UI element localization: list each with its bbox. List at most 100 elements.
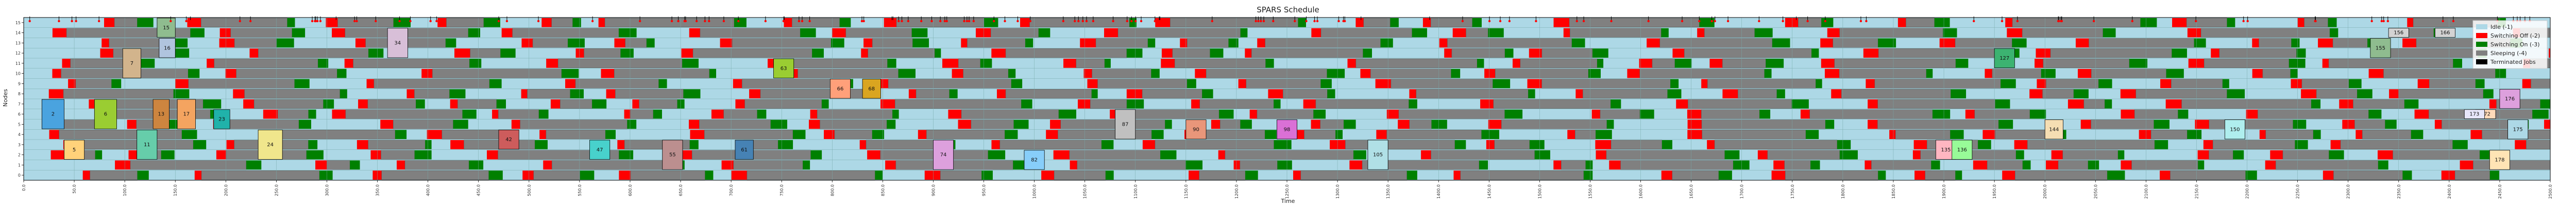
state-sleeping	[2091, 119, 2154, 129]
state-switching-off	[68, 79, 76, 89]
state-switching-off	[1104, 28, 1118, 38]
state-sleeping	[868, 48, 935, 58]
state-sleeping	[188, 79, 295, 89]
state-sleeping	[2259, 38, 2292, 48]
state-switching-off	[1191, 99, 1200, 109]
state-switching-off	[1672, 48, 1685, 58]
job-block	[122, 48, 141, 78]
job-block	[1367, 140, 1388, 170]
state-switching-off	[454, 48, 470, 58]
state-switching-on	[350, 160, 360, 170]
terminated-marker	[497, 20, 500, 23]
state-sleeping	[1409, 119, 1432, 129]
terminated-marker	[1428, 20, 1431, 23]
state-switching-off	[1527, 79, 1542, 89]
state-switching-on	[887, 59, 896, 68]
state-switching-on	[246, 160, 262, 170]
state-switching-on	[1950, 130, 1964, 139]
state-sleeping	[834, 130, 873, 140]
state-sleeping	[1265, 38, 1381, 48]
state-switching-on	[168, 119, 179, 129]
state-switching-on	[2001, 79, 2016, 89]
state-switching-off	[2195, 119, 2209, 129]
state-switching-off	[1647, 38, 1660, 48]
state-switching-off	[1591, 109, 1600, 119]
state-sleeping	[1575, 130, 1596, 140]
state-switching-off	[49, 130, 59, 139]
state-switching-on	[1265, 59, 1274, 68]
state-switching-on	[1105, 59, 1111, 68]
terminated-marker	[1140, 20, 1143, 23]
state-switching-on	[2140, 18, 2157, 27]
state-switching-on	[2402, 170, 2412, 180]
state-switching-off	[1452, 28, 1466, 38]
state-switching-on	[1105, 170, 1114, 180]
terminated-marker	[683, 20, 686, 23]
state-sleeping	[990, 28, 1039, 38]
state-switching-off	[1311, 119, 1320, 129]
state-switching-on	[138, 59, 155, 68]
x-tick-label: 2500.0	[2548, 184, 2553, 199]
state-switching-on	[1837, 140, 1851, 149]
state-sleeping	[1240, 160, 1278, 170]
job-block	[2489, 150, 2510, 170]
terminated-marker	[2001, 20, 2004, 23]
state-sleeping	[1363, 18, 1391, 27]
state-switching-off	[1773, 160, 1785, 170]
state-sleeping	[1029, 18, 1130, 27]
state-sleeping	[1095, 38, 1148, 48]
state-switching-on	[1240, 28, 1248, 38]
state-switching-off	[101, 38, 109, 48]
terminated-marker	[1154, 20, 1156, 23]
state-switching-off	[1050, 119, 1061, 129]
job-block	[258, 129, 283, 160]
state-switching-on	[1481, 130, 1499, 139]
state-sleeping	[1987, 160, 2023, 170]
terminated-marker	[1806, 20, 1809, 23]
job-block	[387, 28, 408, 58]
state-switching-off	[2407, 18, 2414, 27]
legend-swatch	[2476, 50, 2487, 56]
state-sleeping	[1058, 130, 1152, 140]
state-switching-off	[1189, 170, 1199, 180]
x-tick-label: 1450.0	[1487, 184, 1492, 199]
terminated-marker	[1305, 20, 1308, 23]
state-switching-off	[358, 99, 368, 109]
state-sleeping	[894, 99, 1022, 109]
state-switching-off	[225, 68, 236, 78]
state-switching-on	[912, 38, 929, 48]
state-switching-off	[1821, 59, 1835, 68]
state-switching-on	[500, 48, 516, 58]
state-switching-off	[1218, 150, 1225, 160]
job-label: 175	[2513, 127, 2523, 132]
state-sleeping	[1097, 79, 1188, 89]
state-switching-off	[2197, 150, 2209, 160]
x-tick-label: 1850.0	[1891, 184, 1896, 199]
state-switching-on	[1344, 119, 1356, 129]
state-switching-on	[469, 160, 484, 170]
state-switching-on	[137, 170, 149, 180]
state-switching-on	[445, 38, 456, 48]
state-switching-off	[1701, 79, 1708, 89]
state-switching-on	[1219, 109, 1234, 119]
state-switching-off	[2029, 89, 2043, 98]
state-switching-off	[1070, 160, 1077, 170]
state-switching-off	[546, 59, 558, 68]
state-sleeping	[368, 140, 426, 149]
state-sleeping	[1315, 99, 1409, 109]
state-switching-on	[1091, 89, 1098, 98]
state-switching-on	[172, 48, 190, 58]
state-sleeping	[1430, 18, 1472, 27]
x-tick-label: 800.0	[830, 184, 835, 196]
job-label: 47	[597, 147, 603, 153]
terminated-marker	[783, 20, 786, 23]
state-sleeping	[2258, 109, 2369, 119]
state-switching-off	[884, 18, 897, 27]
job-label: 11	[144, 142, 150, 148]
state-sleeping	[527, 89, 570, 99]
state-sleeping	[2340, 140, 2453, 149]
state-switching-off	[1195, 68, 1207, 78]
state-switching-on	[1147, 38, 1156, 48]
terminated-marker	[249, 20, 252, 23]
state-sleeping	[614, 68, 710, 78]
